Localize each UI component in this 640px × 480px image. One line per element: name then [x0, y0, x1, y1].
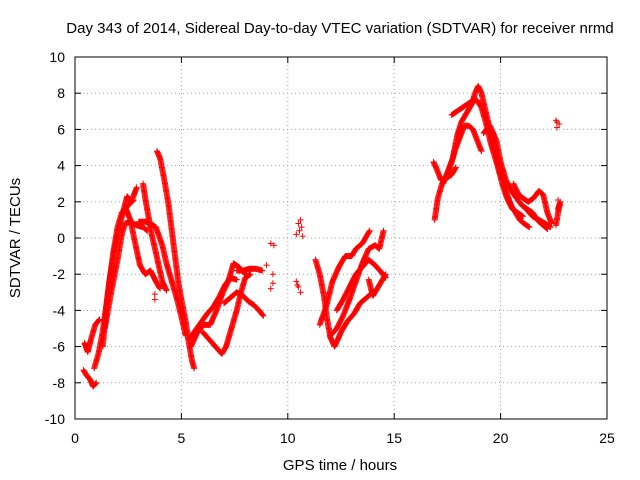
- y-tick-label: -8: [53, 375, 66, 391]
- x-tick-label: 10: [280, 430, 296, 446]
- y-tick-label: 0: [57, 230, 65, 246]
- y-tick-label: 10: [49, 49, 65, 65]
- data-point: [95, 317, 102, 324]
- data-point: [182, 332, 189, 339]
- y-tick-label: 4: [57, 158, 65, 174]
- data-point: [156, 284, 163, 291]
- x-tick-label: 15: [386, 430, 402, 446]
- x-tick-label: 0: [71, 430, 79, 446]
- data-point: [163, 287, 170, 294]
- data-point: [133, 184, 140, 191]
- data-point: [259, 267, 266, 274]
- y-axis-label: SDTVAR / TECUs: [7, 178, 24, 298]
- x-tick-label: 25: [599, 430, 615, 446]
- y-tick-label: -10: [45, 411, 65, 427]
- data-point: [92, 381, 99, 388]
- y-tick-label: 8: [57, 85, 65, 101]
- y-tick-label: 2: [57, 194, 65, 210]
- data-points: [80, 82, 564, 390]
- data-point: [93, 379, 100, 386]
- data-point: [260, 312, 267, 319]
- y-tick-label: -6: [53, 339, 66, 355]
- data-point: [92, 380, 99, 387]
- data-point: [259, 312, 266, 319]
- data-point: [157, 285, 164, 292]
- y-tick-label: -4: [53, 302, 66, 318]
- data-point: [191, 365, 198, 372]
- x-tick-label: 5: [178, 430, 186, 446]
- data-point: [246, 271, 253, 278]
- chart-title: Day 343 of 2014, Sidereal Day-to-day VTE…: [66, 20, 613, 37]
- x-axis-label: GPS time / hours: [283, 457, 397, 474]
- y-tick-label: 6: [57, 121, 65, 137]
- x-tick-label: 20: [493, 430, 509, 446]
- data-point: [233, 276, 240, 283]
- data-point: [247, 271, 254, 278]
- grid: [75, 57, 607, 419]
- y-tick-label: -2: [53, 266, 66, 282]
